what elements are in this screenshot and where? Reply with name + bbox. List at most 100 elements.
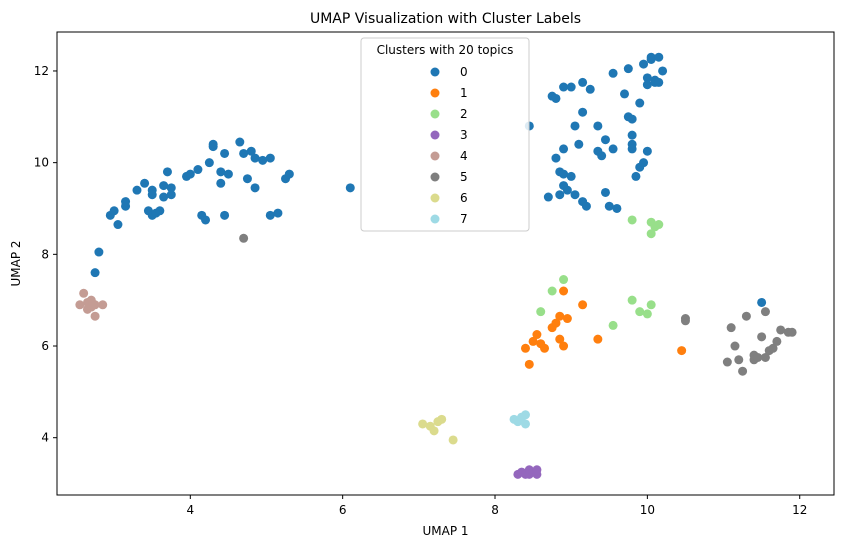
plot-frame [56, 31, 835, 496]
data-point-cluster-0 [208, 139, 218, 149]
data-point-cluster-0 [543, 192, 553, 202]
data-point-cluster-5 [741, 311, 751, 321]
data-point-cluster-0 [204, 158, 214, 168]
data-point-cluster-0 [235, 137, 245, 147]
data-point-cluster-2 [627, 215, 637, 225]
data-point-cluster-2 [536, 307, 546, 317]
data-point-cluster-0 [757, 297, 767, 307]
data-point-cluster-0 [132, 185, 142, 195]
data-point-cluster-0 [654, 52, 664, 62]
data-point-cluster-0 [646, 52, 656, 62]
data-point-cluster-0 [642, 73, 652, 83]
data-point-cluster-0 [121, 197, 131, 207]
data-point-cluster-0 [627, 114, 637, 124]
legend-title: Clusters with 20 topics [377, 43, 514, 57]
data-point-cluster-1 [559, 286, 569, 296]
data-point-cluster-0 [147, 190, 157, 200]
data-point-cluster-7 [520, 410, 530, 420]
data-point-cluster-0 [185, 169, 195, 179]
data-point-cluster-0 [578, 107, 588, 117]
legend-entries: 0 1 2 3 4 5 6 7 [430, 65, 468, 226]
data-point-cluster-1 [540, 343, 550, 353]
data-point-cluster-0 [250, 183, 260, 193]
data-point-cluster-0 [159, 192, 169, 202]
data-point-cluster-0 [578, 77, 588, 87]
data-point-cluster-4 [90, 300, 100, 310]
data-point-cluster-1 [555, 311, 565, 321]
data-point-cluster-0 [166, 190, 176, 200]
y-axis: 4 6 8 10 12 [34, 64, 57, 445]
data-point-cluster-0 [220, 148, 230, 158]
y-tick-label: 6 [41, 339, 49, 353]
chart-title: UMAP Visualization with Cluster Labels [310, 11, 581, 27]
data-point-cluster-6 [448, 435, 458, 445]
data-point-cluster-4 [90, 311, 100, 321]
data-point-cluster-0 [642, 146, 652, 156]
data-point-cluster-0 [265, 210, 275, 220]
legend-label-cluster-2: 2 [460, 107, 468, 121]
data-point-cluster-1 [524, 359, 534, 369]
data-point-cluster-0 [627, 144, 637, 154]
legend-label-cluster-6: 6 [460, 191, 468, 205]
data-point-cluster-0 [612, 203, 622, 213]
data-point-cluster-0 [654, 77, 664, 87]
data-point-cluster-0 [635, 98, 645, 108]
data-point-cluster-0 [559, 82, 569, 92]
x-axis-label: UMAP 1 [422, 524, 468, 538]
x-tick-label: 4 [186, 503, 194, 517]
data-point-cluster-1 [532, 330, 542, 340]
data-point-cluster-1 [578, 300, 588, 310]
data-point-cluster-1 [528, 336, 538, 346]
data-point-cluster-2 [627, 295, 637, 305]
data-point-cluster-0 [193, 165, 203, 175]
data-point-cluster-0 [639, 158, 649, 168]
data-point-cluster-0 [284, 169, 294, 179]
legend-marker-cluster-1 [430, 88, 440, 98]
data-point-cluster-0 [265, 153, 275, 163]
legend-label-cluster-3: 3 [460, 128, 468, 142]
data-point-cluster-0 [201, 215, 211, 225]
data-point-cluster-1 [559, 341, 569, 351]
y-tick-label: 4 [41, 431, 49, 445]
data-point-cluster-0 [585, 84, 595, 94]
data-point-cluster-0 [627, 130, 637, 140]
data-point-cluster-0 [258, 155, 268, 165]
data-point-cluster-1 [677, 346, 687, 356]
data-point-cluster-0 [246, 146, 256, 156]
data-point-cluster-2 [608, 320, 618, 330]
data-point-cluster-7 [520, 419, 530, 429]
data-point-cluster-0 [113, 220, 123, 230]
data-point-cluster-1 [520, 343, 530, 353]
data-point-cluster-5 [239, 233, 249, 243]
data-point-cluster-5 [772, 336, 782, 346]
y-tick-label: 12 [34, 64, 49, 78]
data-point-cluster-4 [98, 300, 108, 310]
data-point-cluster-0 [555, 190, 565, 200]
data-point-cluster-5 [757, 332, 767, 342]
data-point-cluster-2 [646, 300, 656, 310]
data-point-cluster-4 [75, 300, 85, 310]
data-point-cluster-0 [551, 153, 561, 163]
data-point-cluster-5 [680, 316, 690, 326]
data-point-cluster-0 [159, 181, 169, 191]
data-point-cluster-0 [155, 206, 165, 216]
data-point-cluster-5 [787, 327, 797, 337]
data-point-cluster-5 [734, 355, 744, 365]
y-tick-label: 8 [41, 247, 49, 261]
data-point-cluster-2 [547, 286, 557, 296]
data-point-cluster-0 [562, 185, 572, 195]
data-point-cluster-0 [273, 208, 283, 218]
legend-marker-cluster-4 [430, 151, 440, 161]
data-point-cluster-0 [566, 82, 576, 92]
data-point-cluster-5 [726, 323, 736, 333]
legend-marker-cluster-6 [430, 193, 440, 203]
legend-label-cluster-1: 1 [460, 86, 468, 100]
y-axis-label: UMAP 2 [9, 240, 23, 286]
data-point-cluster-5 [753, 352, 763, 362]
data-point-cluster-5 [738, 366, 748, 376]
x-tick-label: 6 [339, 503, 347, 517]
data-point-cluster-2 [642, 309, 652, 319]
legend-marker-cluster-3 [430, 130, 440, 140]
data-point-cluster-0 [600, 135, 610, 145]
points-layer [75, 52, 797, 479]
